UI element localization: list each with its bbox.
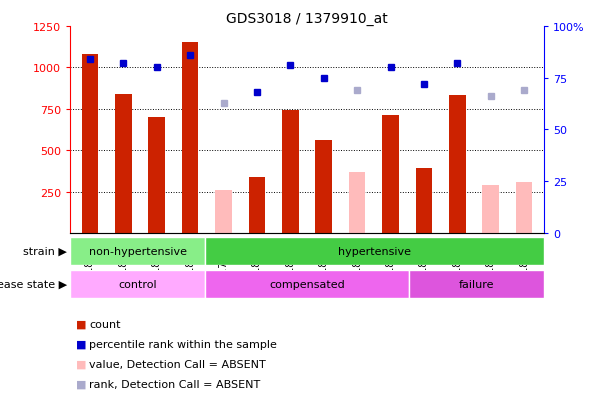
Bar [416,169,432,233]
Bar [148,118,165,233]
Text: count: count [89,319,121,329]
Text: compensated: compensated [269,279,345,289]
Bar [316,141,332,233]
Text: non-hypertensive: non-hypertensive [89,246,187,256]
Bar [70,270,206,298]
Bar [349,172,365,233]
Bar [206,237,544,265]
Text: failure: failure [458,279,494,289]
Text: percentile rank within the sample: percentile rank within the sample [89,339,277,349]
Text: ■: ■ [76,319,86,329]
Text: strain ▶: strain ▶ [23,246,67,256]
Title: GDS3018 / 1379910_at: GDS3018 / 1379910_at [226,12,388,26]
Bar [70,237,206,265]
Bar [449,96,466,233]
Text: ■: ■ [76,339,86,349]
Bar [249,177,265,233]
Bar [282,111,299,233]
Bar [516,182,533,233]
Text: value, Detection Call = ABSENT: value, Detection Call = ABSENT [89,359,266,369]
Text: ■: ■ [76,359,86,369]
Bar [215,190,232,233]
Text: ■: ■ [76,379,86,389]
Text: rank, Detection Call = ABSENT: rank, Detection Call = ABSENT [89,379,261,389]
Bar [182,43,198,233]
Bar [81,55,98,233]
Bar [115,95,132,233]
Text: disease state ▶: disease state ▶ [0,279,67,289]
Bar [382,116,399,233]
Text: control: control [119,279,157,289]
Text: hypertensive: hypertensive [338,246,411,256]
Bar [482,185,499,233]
Bar [409,270,544,298]
Bar [206,270,409,298]
